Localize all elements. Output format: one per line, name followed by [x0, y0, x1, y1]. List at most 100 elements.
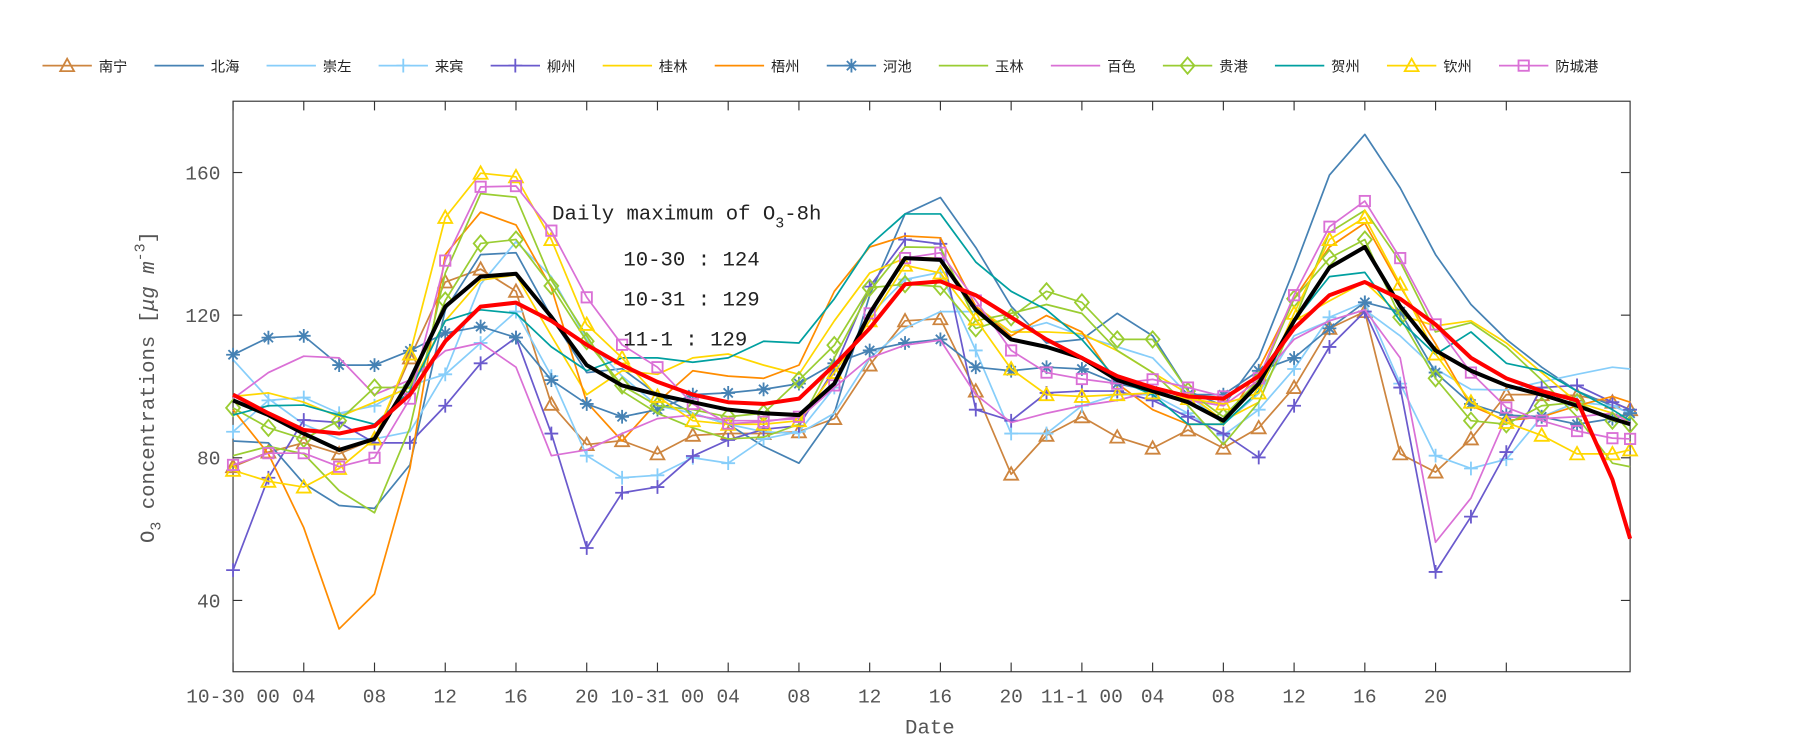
data-point-plus	[544, 426, 559, 441]
data-point-square	[1358, 194, 1371, 208]
plot-area	[232, 100, 1631, 673]
legend-label: 梧州	[771, 58, 800, 75]
data-point-plus	[1464, 461, 1478, 476]
data-point-plus	[1499, 445, 1514, 459]
data-point-triangle	[1321, 230, 1338, 246]
data-point-triangle	[1144, 439, 1162, 455]
data-point-star	[296, 328, 311, 343]
legend-label: 百色	[1107, 58, 1136, 75]
data-point-diamond	[472, 234, 489, 253]
data-point-plus	[226, 563, 240, 578]
data-point-triangle	[1250, 384, 1268, 400]
legend-item: 钦州	[1386, 56, 1472, 75]
data-point-plus	[296, 413, 311, 427]
legend-label: 来宾	[435, 58, 464, 75]
data-point-triangle	[401, 345, 419, 361]
data-point-plus	[438, 398, 453, 413]
legend-label: 南宁	[99, 58, 128, 75]
x-tick-label: 10-30 00	[186, 687, 280, 709]
data-point-square	[1075, 372, 1088, 386]
x-tick-label: 10-31 00	[611, 687, 705, 709]
x-tick-label: 04	[292, 687, 315, 709]
y-tick-label: 160	[185, 163, 220, 185]
legend-label: 桂林	[659, 58, 688, 75]
series-black-line	[232, 244, 1631, 452]
data-point-plus	[615, 470, 629, 485]
x-tick-label: 12	[1282, 687, 1305, 709]
data-point-triangle	[1462, 393, 1480, 409]
data-point-square	[580, 291, 593, 304]
x-tick-label: 08	[363, 687, 386, 709]
data-point-triangle	[1497, 413, 1515, 429]
data-point-star	[756, 382, 771, 397]
legend-item: 桂林	[602, 58, 688, 75]
data-point-square	[1288, 289, 1301, 302]
data-point-triangle	[790, 411, 808, 428]
data-point-square	[1624, 432, 1637, 445]
data-point-plus	[226, 424, 240, 439]
legend: 南宁 北海 崇左 来宾 柳州 桂林 梧州 河池 玉林 百色 贵港 贺州 钦州 防城港	[42, 56, 1599, 76]
data-point-star	[367, 358, 382, 372]
data-point-triangle	[507, 282, 525, 298]
data-point-diamond	[260, 418, 277, 438]
data-point-plus	[1428, 448, 1443, 463]
data-point-plus	[721, 433, 736, 447]
series-layer	[224, 133, 1639, 630]
x-tick-label: 04	[1141, 687, 1164, 709]
legend-item: 柳州	[490, 58, 576, 75]
data-point-square	[616, 338, 629, 351]
legend-label: 钦州	[1443, 58, 1472, 75]
data-point-square	[1429, 318, 1442, 331]
legend-marker-diamond	[1179, 56, 1196, 76]
data-point-triangle	[1568, 445, 1586, 461]
data-point-star	[1357, 295, 1372, 310]
legend-item: 防城港	[1499, 58, 1599, 75]
annotation-line-11-1: 11-1 : 129	[623, 330, 747, 353]
series-named-1	[232, 133, 1631, 510]
series-line	[232, 133, 1631, 510]
data-point-triangle	[1621, 441, 1639, 457]
data-point-diamond	[331, 411, 348, 431]
legend-label: 河池	[883, 58, 912, 75]
data-point-triangle	[436, 273, 454, 289]
data-point-plus	[898, 232, 912, 247]
data-point-square	[651, 361, 664, 374]
data-point-triangle	[401, 349, 419, 365]
legend-item: 贵港	[1162, 56, 1248, 76]
data-point-plus	[473, 356, 488, 371]
data-point-star	[792, 376, 806, 391]
data-point-triangle	[1250, 419, 1268, 435]
data-point-star	[1004, 363, 1019, 378]
data-point-diamond	[1462, 411, 1480, 431]
legend-label: 北海	[211, 58, 240, 75]
data-point-star	[261, 330, 276, 345]
data-point-square	[297, 447, 310, 460]
data-point-triangle	[1002, 465, 1020, 481]
data-point-square	[1570, 424, 1584, 438]
data-point-star	[968, 360, 983, 375]
data-point-triangle	[295, 478, 313, 494]
data-point-square	[333, 460, 346, 473]
x-tick-label: 08	[787, 687, 810, 709]
data-point-star	[1287, 351, 1301, 365]
data-point-diamond	[1498, 414, 1515, 434]
data-point-diamond	[1427, 368, 1444, 388]
data-point-diamond	[790, 370, 808, 390]
data-point-triangle	[330, 445, 348, 461]
data-point-plus	[650, 468, 665, 483]
data-point-star	[1534, 409, 1549, 424]
data-point-plus	[685, 449, 700, 463]
x-tick-label: 20	[1424, 687, 1447, 709]
x-tick-label: 12	[858, 687, 881, 709]
data-point-triangle	[1356, 208, 1374, 224]
data-point-star	[1428, 365, 1443, 380]
data-point-star	[898, 336, 912, 350]
legend-item: 来宾	[378, 58, 464, 75]
series-line	[232, 308, 1631, 544]
data-point-triangle	[224, 457, 242, 474]
data-point-diamond	[826, 335, 843, 355]
data-point-square	[1040, 366, 1053, 379]
data-point-plus	[650, 480, 665, 494]
data-point-square	[1181, 381, 1195, 394]
data-point-square	[439, 254, 452, 267]
